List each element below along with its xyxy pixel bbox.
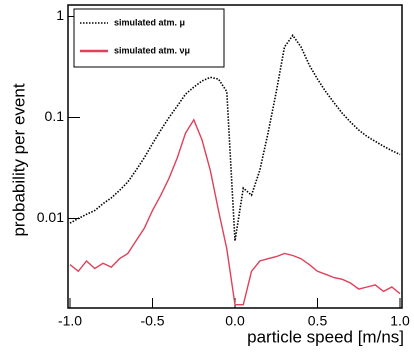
y-tick-label: 0.01	[37, 209, 64, 225]
x-tick-label: -0.5	[140, 313, 164, 329]
series-line	[69, 118, 401, 306]
legend-box	[73, 8, 225, 68]
x-tick-label: 1.0	[390, 313, 410, 329]
x-tick-label: 0.5	[308, 313, 328, 329]
x-axis-label: particle speed [m/ns]	[247, 327, 404, 346]
y-tick-label: 0.1	[45, 108, 65, 124]
x-tick-label: 0.0	[225, 313, 245, 329]
y-tick-label: 1	[56, 7, 64, 23]
legend-label: simulated atm. νμ	[114, 45, 190, 55]
x-tick-label: -1.0	[58, 313, 82, 329]
legend-label: simulated atm. μ	[114, 17, 185, 27]
y-axis-label: probability per event	[9, 83, 28, 236]
